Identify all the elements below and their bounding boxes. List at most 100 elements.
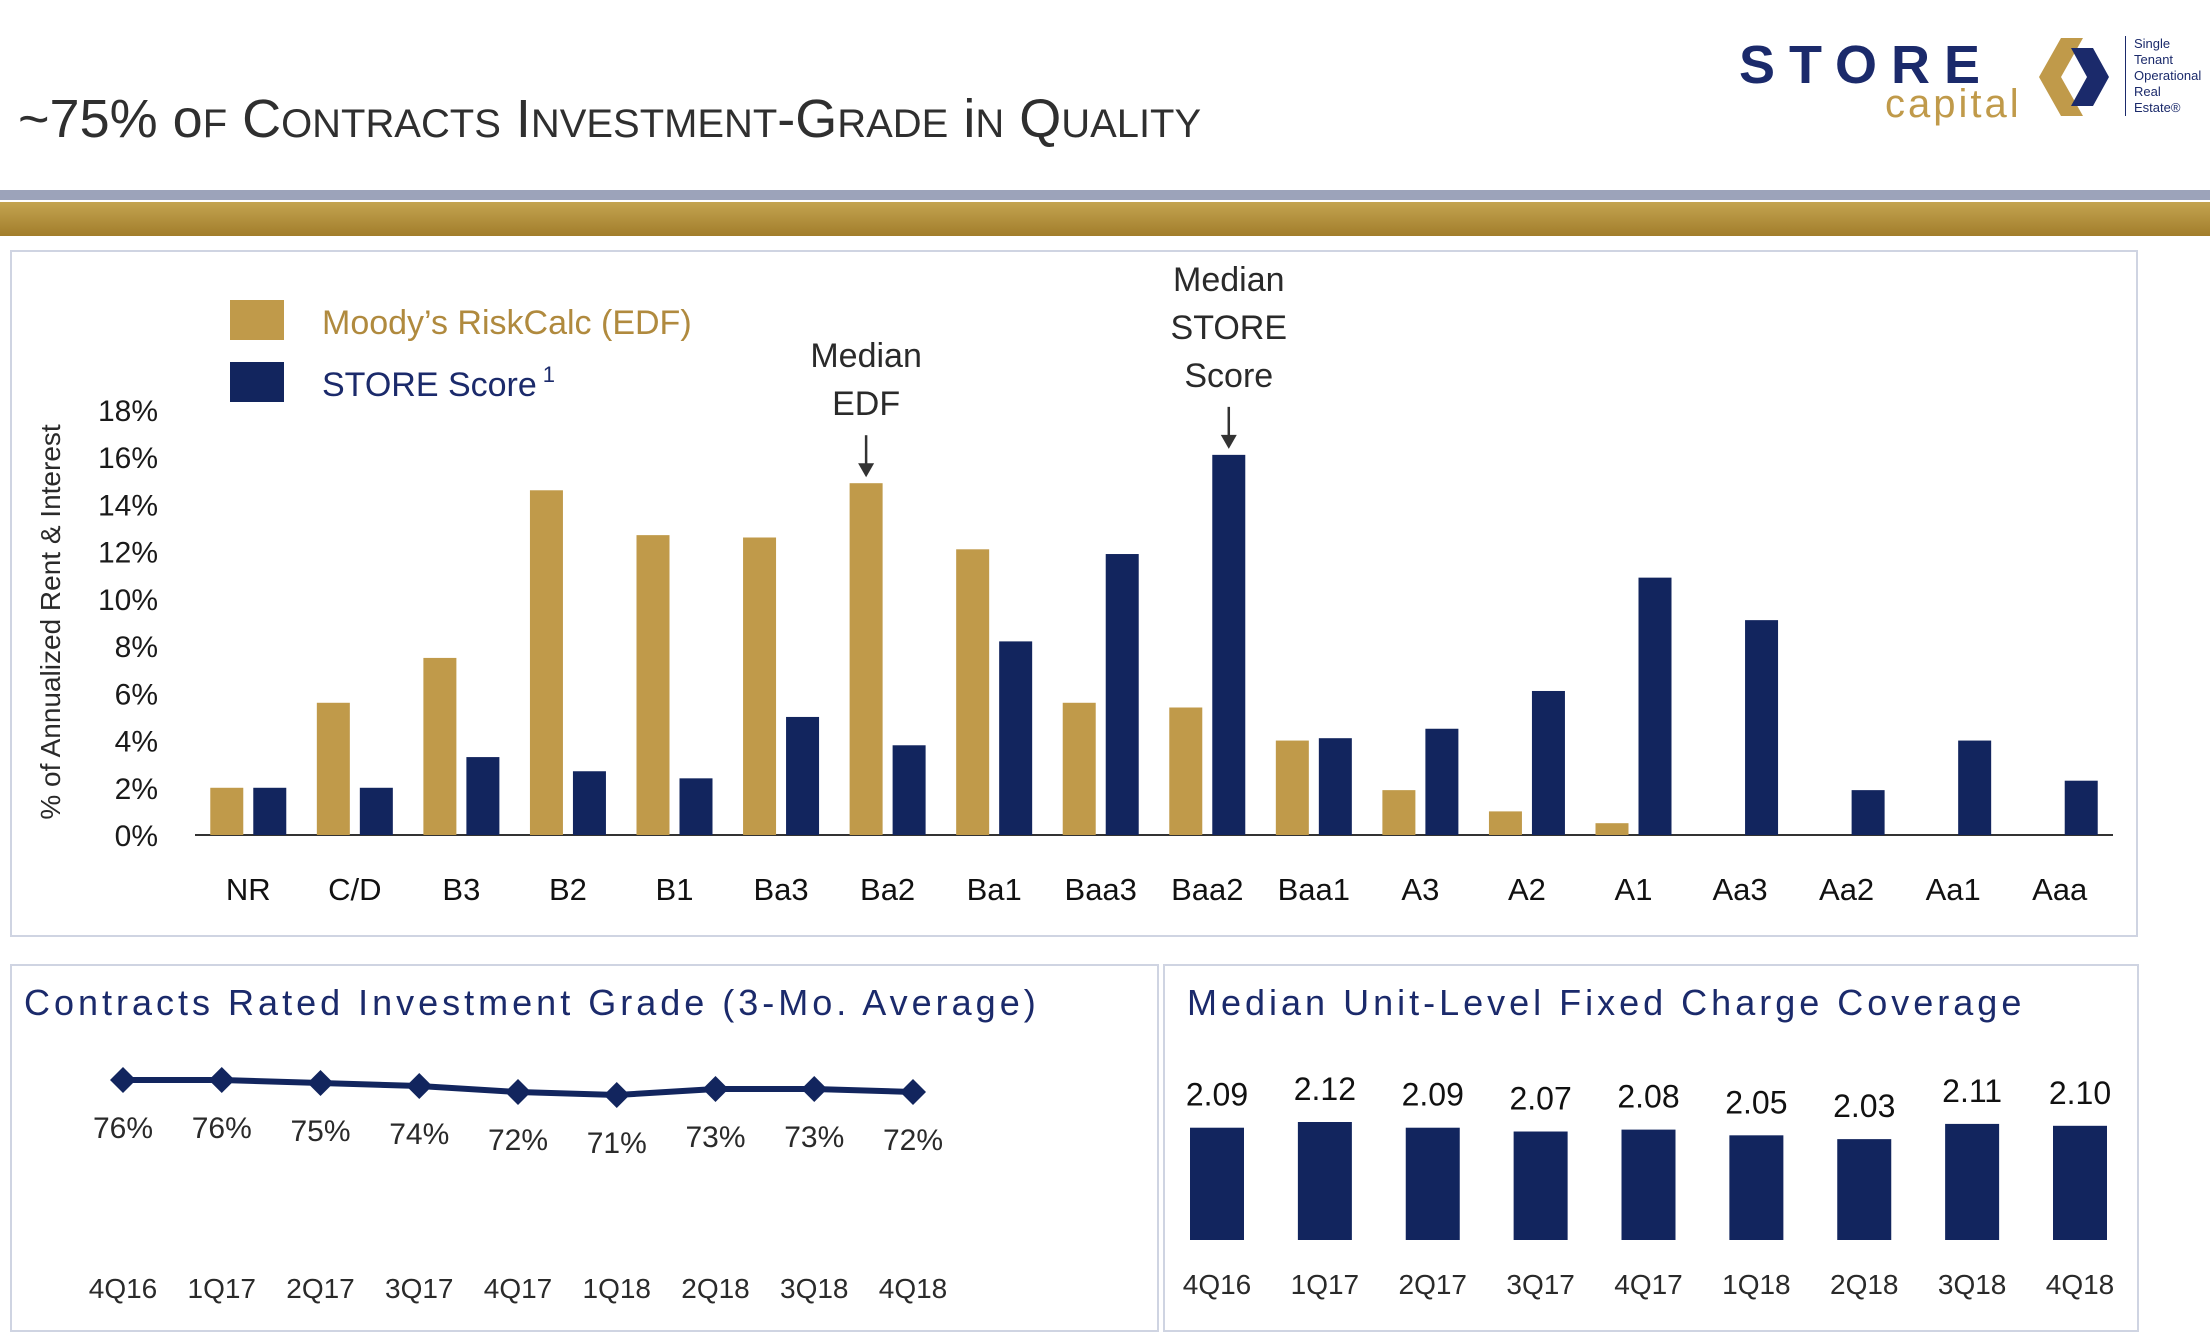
line-point-marker bbox=[505, 1079, 531, 1105]
y-tick-label: 18% bbox=[98, 395, 158, 428]
edf-bar bbox=[210, 787, 244, 835]
header-gold-band bbox=[0, 202, 2210, 236]
x-tick-label: A1 bbox=[1615, 872, 1653, 907]
store-score-bar bbox=[466, 757, 500, 835]
line-value-label: 72% bbox=[883, 1124, 943, 1157]
store-score-bar bbox=[572, 771, 606, 835]
coverage-value-label: 2.03 bbox=[1833, 1088, 1895, 1124]
x-tick-label: Ba3 bbox=[753, 872, 808, 907]
line-point-marker bbox=[110, 1067, 136, 1093]
line-value-label: 73% bbox=[685, 1121, 745, 1154]
line-x-label: 4Q18 bbox=[879, 1273, 948, 1304]
coverage-bar bbox=[1837, 1139, 1892, 1240]
coverage-bar bbox=[1405, 1127, 1460, 1240]
line-value-label: 73% bbox=[784, 1121, 844, 1154]
coverage-value-label: 2.08 bbox=[1617, 1079, 1679, 1115]
edf-bar bbox=[1062, 702, 1096, 835]
x-tick-label: B1 bbox=[656, 872, 694, 907]
coverage-x-label: 4Q16 bbox=[1183, 1269, 1252, 1300]
annotation-label: Median bbox=[810, 337, 922, 375]
store-score-bar bbox=[1851, 790, 1885, 835]
coverage-x-label: 2Q18 bbox=[1830, 1269, 1899, 1300]
line-x-label: 3Q17 bbox=[385, 1273, 454, 1304]
line-x-label: 2Q17 bbox=[286, 1273, 355, 1304]
line-point-marker bbox=[208, 1067, 235, 1093]
store-score-bar bbox=[2064, 780, 2098, 835]
annotation-arrowhead bbox=[1220, 434, 1237, 449]
coverage-value-label: 2.09 bbox=[1402, 1077, 1464, 1113]
edf-bar bbox=[423, 657, 457, 835]
investment-grade-panel: Contracts Rated Investment Grade (3-Mo. … bbox=[10, 964, 1159, 1332]
x-tick-label: Baa1 bbox=[1278, 872, 1350, 907]
store-score-bar bbox=[1318, 738, 1352, 835]
x-tick-label: A3 bbox=[1401, 872, 1439, 907]
line-x-label: 4Q16 bbox=[89, 1273, 158, 1304]
coverage-bar bbox=[2053, 1125, 2107, 1240]
store-score-bar bbox=[892, 745, 926, 835]
logo-tagline: Single Tenant Operational Real Estate® bbox=[2125, 36, 2201, 116]
line-x-label: 2Q18 bbox=[681, 1273, 750, 1304]
store-score-bar bbox=[1212, 454, 1246, 835]
y-tick-label: 0% bbox=[115, 820, 158, 853]
line-point-marker bbox=[801, 1076, 828, 1102]
x-tick-label: Baa3 bbox=[1065, 872, 1137, 907]
x-tick-label: C/D bbox=[328, 872, 381, 907]
store-capital-logo: STORE capital Single Tenant Operational … bbox=[1735, 28, 2205, 128]
edf-bar bbox=[1382, 790, 1416, 835]
store-score-bar bbox=[1531, 690, 1565, 835]
coverage-value-label: 2.11 bbox=[1942, 1073, 2002, 1109]
store-score-bar bbox=[1958, 740, 1992, 835]
annotation-label: Median bbox=[1173, 261, 1285, 299]
coverage-value-label: 2.09 bbox=[1186, 1077, 1248, 1113]
x-tick-label: Ba2 bbox=[860, 872, 915, 907]
investment-grade-title: Contracts Rated Investment Grade (3-Mo. … bbox=[24, 982, 1040, 1023]
coverage-x-label: 2Q17 bbox=[1399, 1269, 1468, 1300]
coverage-bar bbox=[1945, 1123, 2000, 1240]
coverage-bar bbox=[1297, 1122, 1352, 1240]
logo-sub: capital bbox=[1885, 82, 2022, 126]
line-point-marker bbox=[702, 1076, 729, 1102]
annotation-arrowhead bbox=[858, 463, 875, 478]
line-value-label: 71% bbox=[587, 1127, 647, 1160]
line-value-label: 74% bbox=[389, 1118, 449, 1151]
x-tick-label: NR bbox=[226, 872, 271, 907]
coverage-x-label: 4Q18 bbox=[2046, 1269, 2115, 1300]
line-point-marker bbox=[900, 1079, 926, 1105]
y-tick-label: 10% bbox=[98, 584, 158, 617]
edf-bar bbox=[1595, 823, 1629, 835]
y-tick-label: 12% bbox=[98, 537, 158, 570]
coverage-x-label: 4Q17 bbox=[1614, 1269, 1683, 1300]
x-tick-label: Aa1 bbox=[1926, 872, 1981, 907]
coverage-value-label: 2.05 bbox=[1725, 1084, 1787, 1120]
store-score-bar bbox=[999, 641, 1033, 835]
store-score-bar bbox=[786, 716, 820, 835]
legend-swatch-store bbox=[230, 362, 284, 402]
x-tick-label: B3 bbox=[442, 872, 480, 907]
line-point-marker bbox=[406, 1073, 433, 1099]
edf-bar bbox=[1275, 740, 1309, 835]
legend-swatch-edf bbox=[230, 300, 284, 340]
coverage-x-label: 1Q18 bbox=[1722, 1269, 1791, 1300]
coverage-value-label: 2.07 bbox=[1509, 1081, 1571, 1117]
y-tick-label: 2% bbox=[115, 773, 158, 806]
edf-bar bbox=[316, 702, 350, 835]
annotation-label: EDF bbox=[832, 385, 900, 423]
y-tick-label: 16% bbox=[98, 442, 158, 475]
fixed-charge-title: Median Unit-Level Fixed Charge Coverage bbox=[1187, 982, 2026, 1023]
store-score-bar bbox=[253, 787, 287, 835]
x-tick-label: Aaa bbox=[2032, 872, 2088, 907]
x-tick-label: Aa3 bbox=[1712, 872, 1767, 907]
store-score-bar bbox=[1105, 554, 1139, 835]
chevron-logo-icon bbox=[2039, 38, 2109, 116]
coverage-bar bbox=[1190, 1127, 1244, 1240]
y-tick-label: 4% bbox=[115, 726, 158, 759]
line-point-marker bbox=[603, 1082, 630, 1108]
coverage-bar bbox=[1729, 1135, 1784, 1240]
coverage-value-label: 2.12 bbox=[1294, 1071, 1356, 1107]
line-point-marker bbox=[307, 1070, 334, 1096]
x-tick-label: A2 bbox=[1508, 872, 1546, 907]
line-value-label: 75% bbox=[290, 1115, 350, 1148]
store-score-bar bbox=[359, 787, 393, 835]
edf-bar bbox=[743, 537, 777, 835]
